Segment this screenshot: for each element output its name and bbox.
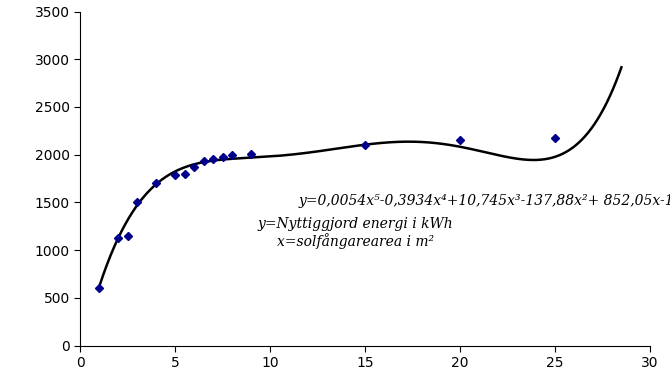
Text: y=0,0054x⁵-0,3934x⁴+10,745x³-137,88x²+ 852,05x-101,81: y=0,0054x⁵-0,3934x⁴+10,745x³-137,88x²+ 8…	[299, 194, 670, 207]
Text: y=Nyttiggjord energi i kWh
x=solfångarearea i m²: y=Nyttiggjord energi i kWh x=solfångarea…	[258, 217, 454, 249]
